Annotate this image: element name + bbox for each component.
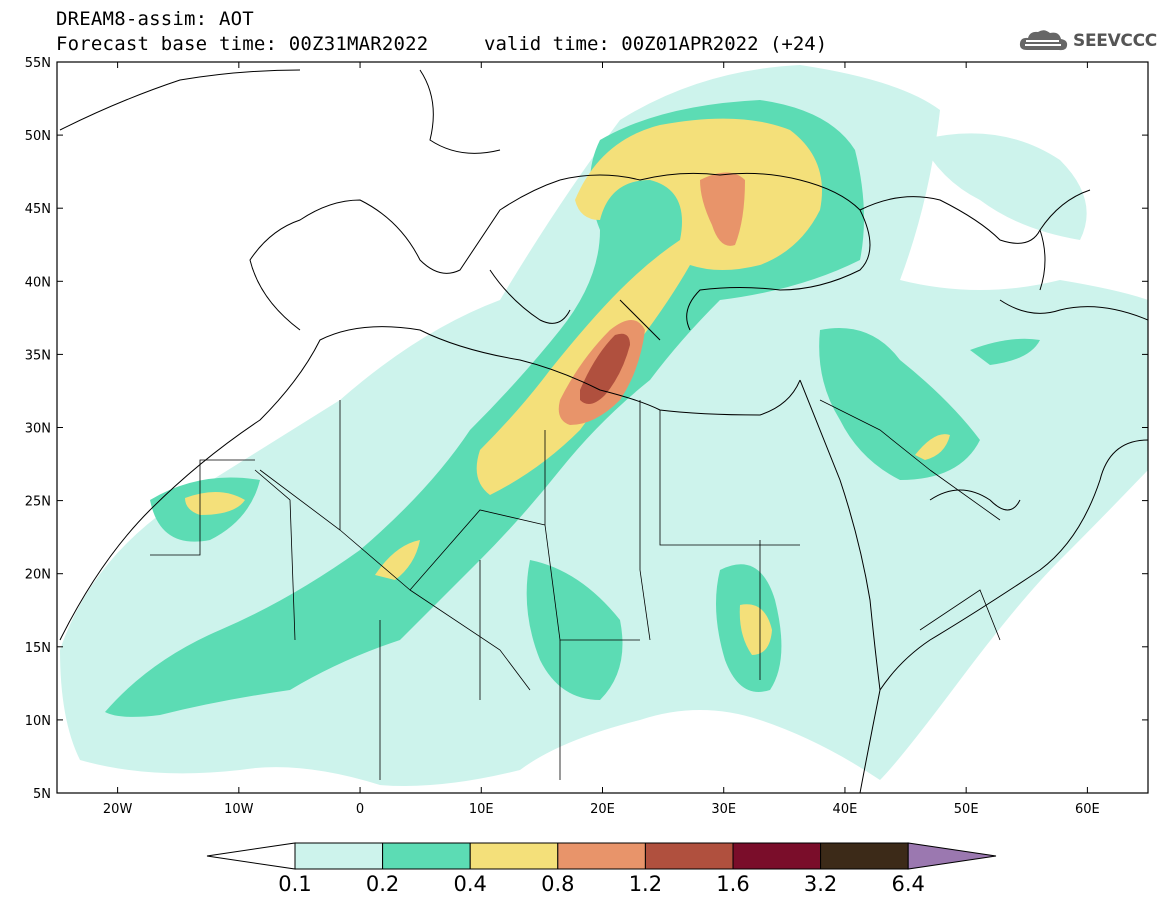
lon-label: 20E bbox=[590, 802, 615, 817]
colorbar: 0.1 0.2 0.4 0.8 1.2 1.6 3.2 6.4 bbox=[206, 842, 997, 896]
lat-label: 50N bbox=[25, 129, 51, 144]
lat-label: 55N bbox=[25, 56, 51, 71]
colorbar-label: 0.1 bbox=[278, 872, 311, 896]
colorbar-segment bbox=[644, 842, 734, 870]
lon-label: 50E bbox=[954, 802, 979, 817]
forecast-base-time: Forecast base time: 00Z31MAR2022 bbox=[56, 33, 429, 55]
lon-label: 30E bbox=[711, 802, 736, 817]
latitude-axis: 55N 50N 45N 40N 35N 30N 25N 20N 15N 10N 5N bbox=[25, 56, 1148, 802]
seevccc-logo: SEEVCCC bbox=[1017, 28, 1157, 54]
valid-time: valid time: 00Z01APR2022 (+24) bbox=[484, 33, 828, 55]
colorbar-segment bbox=[820, 842, 909, 870]
lat-label: 25N bbox=[25, 495, 51, 510]
colorbar-label: 0.2 bbox=[366, 872, 399, 896]
lon-label: 0 bbox=[356, 802, 364, 817]
lat-label: 45N bbox=[25, 202, 51, 217]
colorbar-under-triangle bbox=[206, 842, 296, 870]
lat-label: 5N bbox=[33, 787, 51, 802]
lon-label: 20W bbox=[103, 802, 133, 817]
colorbar-label: 1.2 bbox=[629, 872, 662, 896]
map-title: DREAM8-assim: AOT bbox=[56, 8, 254, 30]
lon-label: 10E bbox=[469, 802, 494, 817]
lat-label: 20N bbox=[25, 568, 51, 583]
aot-fields bbox=[60, 65, 1148, 786]
lat-label: 15N bbox=[25, 641, 51, 656]
lat-label: 35N bbox=[25, 348, 51, 363]
lat-label: 10N bbox=[25, 714, 51, 729]
lon-label: 40E bbox=[833, 802, 858, 817]
longitude-axis: 20W 10W 0 10E 20E 30E 40E 50E 60E bbox=[103, 62, 1100, 817]
lat-label: 40N bbox=[25, 275, 51, 290]
country-borders bbox=[150, 399, 1001, 780]
colorbar-label: 3.2 bbox=[804, 872, 837, 896]
colorbar-label: 1.6 bbox=[716, 872, 749, 896]
colorbar-segment bbox=[557, 842, 646, 870]
lat-label: 30N bbox=[25, 422, 51, 437]
colorbar-segment bbox=[469, 842, 559, 870]
colorbar-segment bbox=[294, 842, 384, 870]
colorbar-label: 0.4 bbox=[453, 872, 486, 896]
colorbar-segment bbox=[382, 842, 471, 870]
lon-label: 10W bbox=[224, 802, 254, 817]
colorbar-segment bbox=[732, 842, 822, 870]
coastlines bbox=[59, 69, 1148, 793]
colorbar-over-triangle bbox=[907, 842, 997, 870]
cloud-icon bbox=[1019, 30, 1068, 51]
colorbar-label: 0.8 bbox=[541, 872, 574, 896]
lon-label: 60E bbox=[1075, 802, 1100, 817]
colorbar-label: 6.4 bbox=[891, 872, 924, 896]
logo-text: SEEVCCC bbox=[1073, 31, 1157, 51]
